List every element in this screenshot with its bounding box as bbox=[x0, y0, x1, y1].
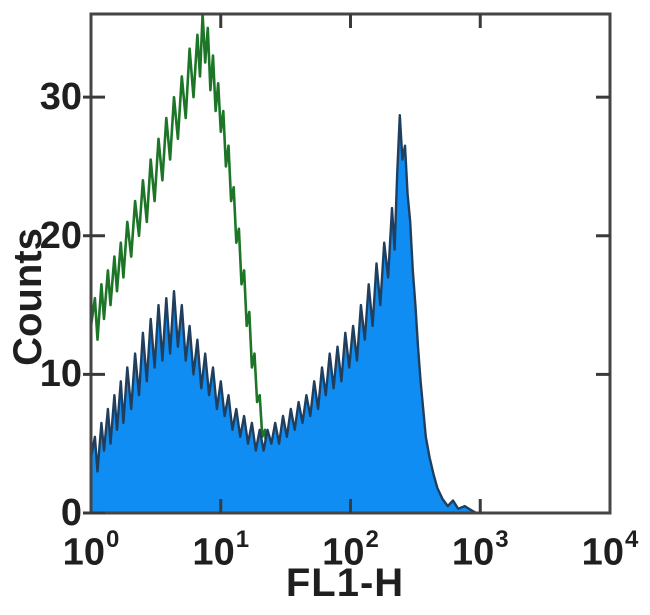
axes-ticks bbox=[83, 14, 610, 515]
x-tick-label: 101 bbox=[192, 526, 250, 574]
y-tick-label: 30 bbox=[39, 76, 82, 119]
x-tick-label: 103 bbox=[451, 526, 509, 574]
x-axis-title: FL1-H bbox=[285, 561, 405, 605]
x-tick-label: 104 bbox=[581, 526, 639, 574]
x-tick-label: 100 bbox=[62, 526, 120, 574]
x-tick-label: 102 bbox=[322, 526, 379, 574]
y-tick-label: 0 bbox=[60, 492, 82, 534]
y-tick-label: 10 bbox=[39, 353, 82, 396]
filled-histogram-stained bbox=[89, 113, 478, 515]
histogram-series-group bbox=[89, 12, 478, 515]
y-tick-label: 20 bbox=[39, 214, 82, 257]
